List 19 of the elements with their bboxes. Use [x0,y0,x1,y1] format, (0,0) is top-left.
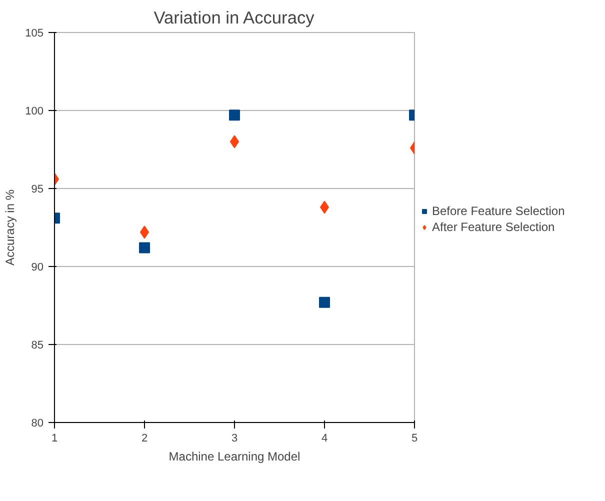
x-axis-title: Machine Learning Model [168,450,300,464]
legend-label: After Feature Selection [432,220,555,234]
y-tick-label: 95 [31,184,44,196]
y-tick-label: 85 [31,340,44,352]
y-tick-label: 90 [31,262,44,274]
y-tick-label: 80 [31,418,44,430]
y-axis-title: Accuracy in % [3,189,18,266]
point [229,110,240,121]
y-tick-label: 100 [25,106,44,118]
x-tick-label: 1 [51,432,58,444]
y-tick-label: 105 [25,28,44,40]
point [319,296,330,308]
x-tick-label: 3 [231,432,238,444]
x-tick-label: 4 [321,432,328,444]
legend-label: Before Feature Selection [432,204,565,218]
point [139,242,150,254]
chart-title: Variation in Accuracy [154,8,315,28]
x-tick-label: 2 [141,432,148,444]
x-tick-label: 5 [411,432,418,444]
